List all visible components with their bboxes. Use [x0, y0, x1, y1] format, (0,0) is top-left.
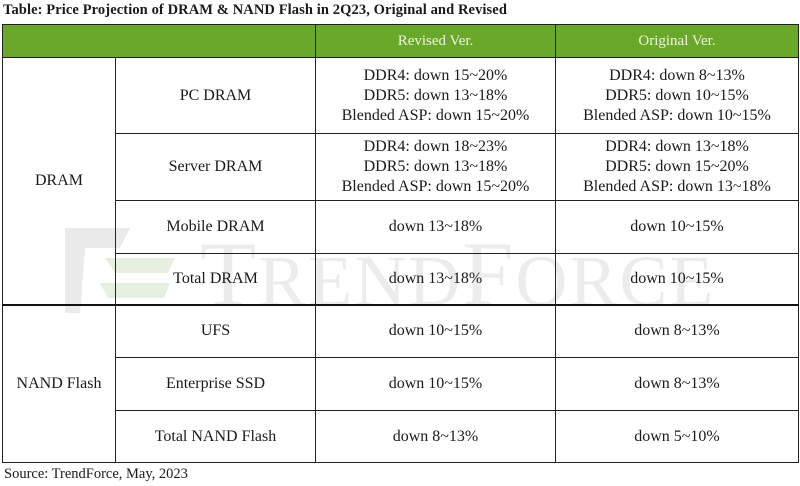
original-line: DDR5: down 15~20% [605, 158, 749, 175]
revised-cell: DDR4: down 18~23% DDR5: down 13~18% Blende… [315, 133, 556, 201]
revised-line: down 13~18% [388, 218, 483, 235]
price-projection-table: Revised Ver. Original Ver. DRAM PC DRAM DD… [2, 24, 799, 463]
revised-line: down 10~15% [388, 375, 483, 392]
revised-line: DDR4: down 15~20% [363, 66, 508, 84]
revised-line: Blended ASP: down 15~20% [341, 178, 530, 195]
original-cell: down 8~13% [555, 303, 799, 358]
revised-cell: down 8~13% [315, 410, 556, 463]
original-line: Blended ASP: down 13~18% [583, 178, 771, 195]
original-line: down 8~13% [634, 375, 720, 392]
table-row: NAND Flash UFS down 10~15% down 8~13% [2, 303, 799, 463]
table-row: Total NAND Flash down 8~13% down 5~10% [3, 410, 799, 463]
original-line: DDR4: down 13~18% [605, 138, 749, 155]
product-cell: Enterprise SSD [115, 357, 316, 411]
category-cell: DRAM [2, 57, 116, 305]
revised-cell: down 13~18% [315, 200, 556, 254]
source-note: Source: TrendForce, May, 2023 [4, 466, 188, 482]
original-cell: DDR4: down 13~18% DDR5: down 15~20% Blende… [555, 133, 799, 201]
original-line: DDR5: down 10~15% [605, 86, 749, 104]
table-row: DRAM PC DRAM DDR4: down 15~20% DDR5: down 1… [2, 57, 799, 305]
original-cell: down 10~15% [555, 200, 799, 254]
original-line: down 10~15% [630, 218, 724, 235]
original-cell: down 10~15% [555, 253, 799, 305]
table-row: Enterprise SSD down 10~15% down 8~13% [3, 357, 799, 411]
revised-cell: down 10~15% [315, 357, 556, 411]
header-original: Original Ver. [555, 24, 799, 58]
revised-line: down 10~15% [388, 322, 483, 340]
revised-cell: down 13~18% [315, 253, 556, 305]
revised-line: DDR4: down 18~23% [363, 138, 508, 155]
revised-line: down 13~18% [388, 269, 483, 287]
header-blank [2, 24, 316, 58]
original-line: DDR4: down 8~13% [609, 66, 745, 84]
original-line: down 8~13% [634, 322, 720, 340]
revised-line: Blended ASP: down 15~20% [341, 106, 530, 124]
original-cell: down 5~10% [555, 410, 799, 463]
revised-line: DDR5: down 13~18% [363, 158, 508, 175]
original-line: down 10~15% [630, 269, 724, 287]
product-cell: Total DRAM [115, 253, 316, 305]
product-cell: Mobile DRAM [115, 200, 316, 254]
category-cell: NAND Flash [2, 303, 116, 463]
product-cell: Server DRAM [115, 133, 316, 201]
table-row: Total DRAM down 13~18% down 10~15% [3, 253, 799, 305]
original-line: Blended ASP: down 10~15% [583, 106, 771, 124]
product-cell: Total NAND Flash [115, 410, 316, 463]
table-row: Mobile DRAM down 13~18% down 10~15% [3, 200, 799, 254]
product-cell: PC DRAM [115, 57, 316, 134]
original-line: down 5~10% [634, 427, 720, 445]
product-cell: UFS [115, 303, 316, 358]
original-cell: DDR4: down 8~13% DDR5: down 10~15% Blended… [555, 57, 799, 134]
revised-line: DDR5: down 13~18% [363, 86, 508, 104]
header-revised: Revised Ver. [315, 24, 556, 58]
table-title: Table: Price Projection of DRAM & NAND F… [3, 2, 507, 18]
table-row: Server DRAM DDR4: down 18~23% DDR5: down 1… [3, 133, 799, 201]
revised-cell: DDR4: down 15~20% DDR5: down 13~18% Blende… [315, 57, 556, 134]
revised-cell: down 10~15% [315, 303, 556, 358]
original-cell: down 8~13% [555, 357, 799, 411]
header-row: Revised Ver. Original Ver. [2, 24, 799, 58]
revised-line: down 8~13% [392, 427, 479, 445]
